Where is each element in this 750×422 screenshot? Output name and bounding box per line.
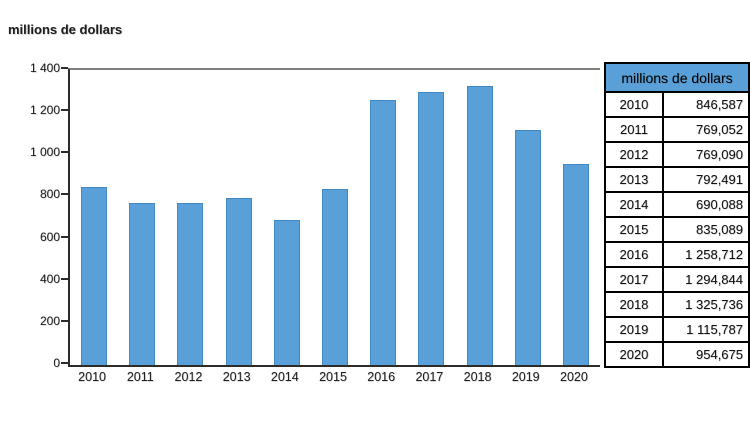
y-tick-mark	[61, 193, 68, 196]
table-row: 2017 1 294,844	[604, 266, 750, 293]
table-value-cell: 846,587	[661, 91, 750, 118]
y-tick-label: 1 200	[29, 103, 60, 118]
table-value-cell: 835,089	[661, 216, 750, 243]
x-tick-label: 2014	[270, 370, 299, 384]
bar-2011	[129, 202, 156, 365]
table-year-cell: 2020	[604, 341, 664, 368]
table-row: 2018 1 325,736	[604, 291, 750, 318]
x-tick-label: 2011	[126, 370, 154, 384]
table-year-cell: 2014	[604, 191, 664, 218]
bar-2016	[370, 99, 397, 365]
x-tick-label: 2010	[78, 370, 106, 384]
table-year-cell: 2013	[604, 166, 664, 193]
y-tick-mark	[61, 277, 68, 280]
x-tick-label: 2016	[367, 370, 396, 384]
y-tick-mark	[61, 235, 68, 238]
bar-2013	[225, 198, 252, 365]
table-value-cell: 1 115,787	[661, 316, 750, 343]
y-tick-label: 200	[39, 313, 60, 328]
x-tick-label: 2015	[319, 370, 347, 384]
table-row: 2011 769,052	[604, 116, 750, 143]
table-value-cell: 1 258,712	[661, 241, 750, 268]
table-year-cell: 2017	[604, 266, 664, 293]
plot-area	[68, 68, 600, 367]
x-tick-label: 2017	[415, 370, 444, 384]
x-tick-label: 2020	[560, 370, 588, 384]
bar-2012	[177, 202, 204, 365]
table-header: millions de dollars	[604, 62, 750, 93]
y-tick-mark	[61, 109, 68, 112]
x-tick-label: 2018	[463, 370, 492, 384]
table-value-cell: 690,088	[661, 191, 750, 218]
bar-2020	[562, 163, 589, 365]
table-year-cell: 2018	[604, 291, 664, 318]
bar-2018	[466, 85, 493, 365]
table-row: 2020 954,675	[604, 341, 750, 368]
bar-2019	[514, 129, 541, 365]
y-tick-mark	[61, 319, 68, 322]
y-tick-label: 600	[39, 229, 60, 244]
table-row: 2010 846,587	[604, 91, 750, 118]
table-value-cell: 954,675	[661, 341, 750, 368]
x-tick-label: 2019	[511, 370, 540, 384]
x-tick-label: 2013	[222, 370, 251, 384]
table-row: 2015 835,089	[604, 216, 750, 243]
table-value-cell: 769,090	[661, 141, 750, 168]
y-tick-mark	[61, 151, 68, 154]
bar-2014	[273, 219, 300, 365]
y-tick-label: 400	[39, 271, 60, 286]
x-tick-label: 2012	[174, 370, 203, 384]
table-value-cell: 1 325,736	[661, 291, 750, 318]
bar-2015	[322, 189, 348, 365]
table-value-cell: 769,052	[661, 116, 750, 143]
table-row: 2019 1 115,787	[604, 316, 750, 343]
table-year-cell: 2011	[604, 116, 664, 143]
table-header-row: millions de dollars	[604, 62, 750, 93]
table-year-cell: 2012	[604, 141, 664, 168]
table-row: 2014 690,088	[604, 191, 750, 218]
y-tick-mark	[61, 67, 68, 69]
table-year-cell: 2015	[604, 216, 664, 243]
y-tick-label: 0	[53, 356, 60, 370]
table-row: 2012 769,090	[604, 141, 750, 168]
table-row: 2013 792,491	[604, 166, 750, 193]
bar-2017	[418, 92, 445, 365]
y-tick-label: 1 000	[29, 145, 60, 160]
y-tick-mark	[61, 362, 68, 364]
table-value-cell: 1 294,844	[661, 266, 750, 293]
bar-2010	[81, 186, 108, 365]
data-table: millions de dollars 2010 846,587 2011 769,0…	[604, 62, 750, 368]
table-value-cell: 792,491	[661, 166, 750, 193]
y-tick-label: 800	[39, 187, 60, 202]
chart-title: millions de dollars	[8, 22, 123, 37]
y-tick-label: 1 400	[29, 61, 60, 75]
table-row: 2016 1 258,712	[604, 241, 750, 268]
table-year-cell: 2016	[604, 241, 664, 268]
table-year-cell: 2019	[604, 316, 664, 343]
table-year-cell: 2010	[604, 91, 664, 118]
